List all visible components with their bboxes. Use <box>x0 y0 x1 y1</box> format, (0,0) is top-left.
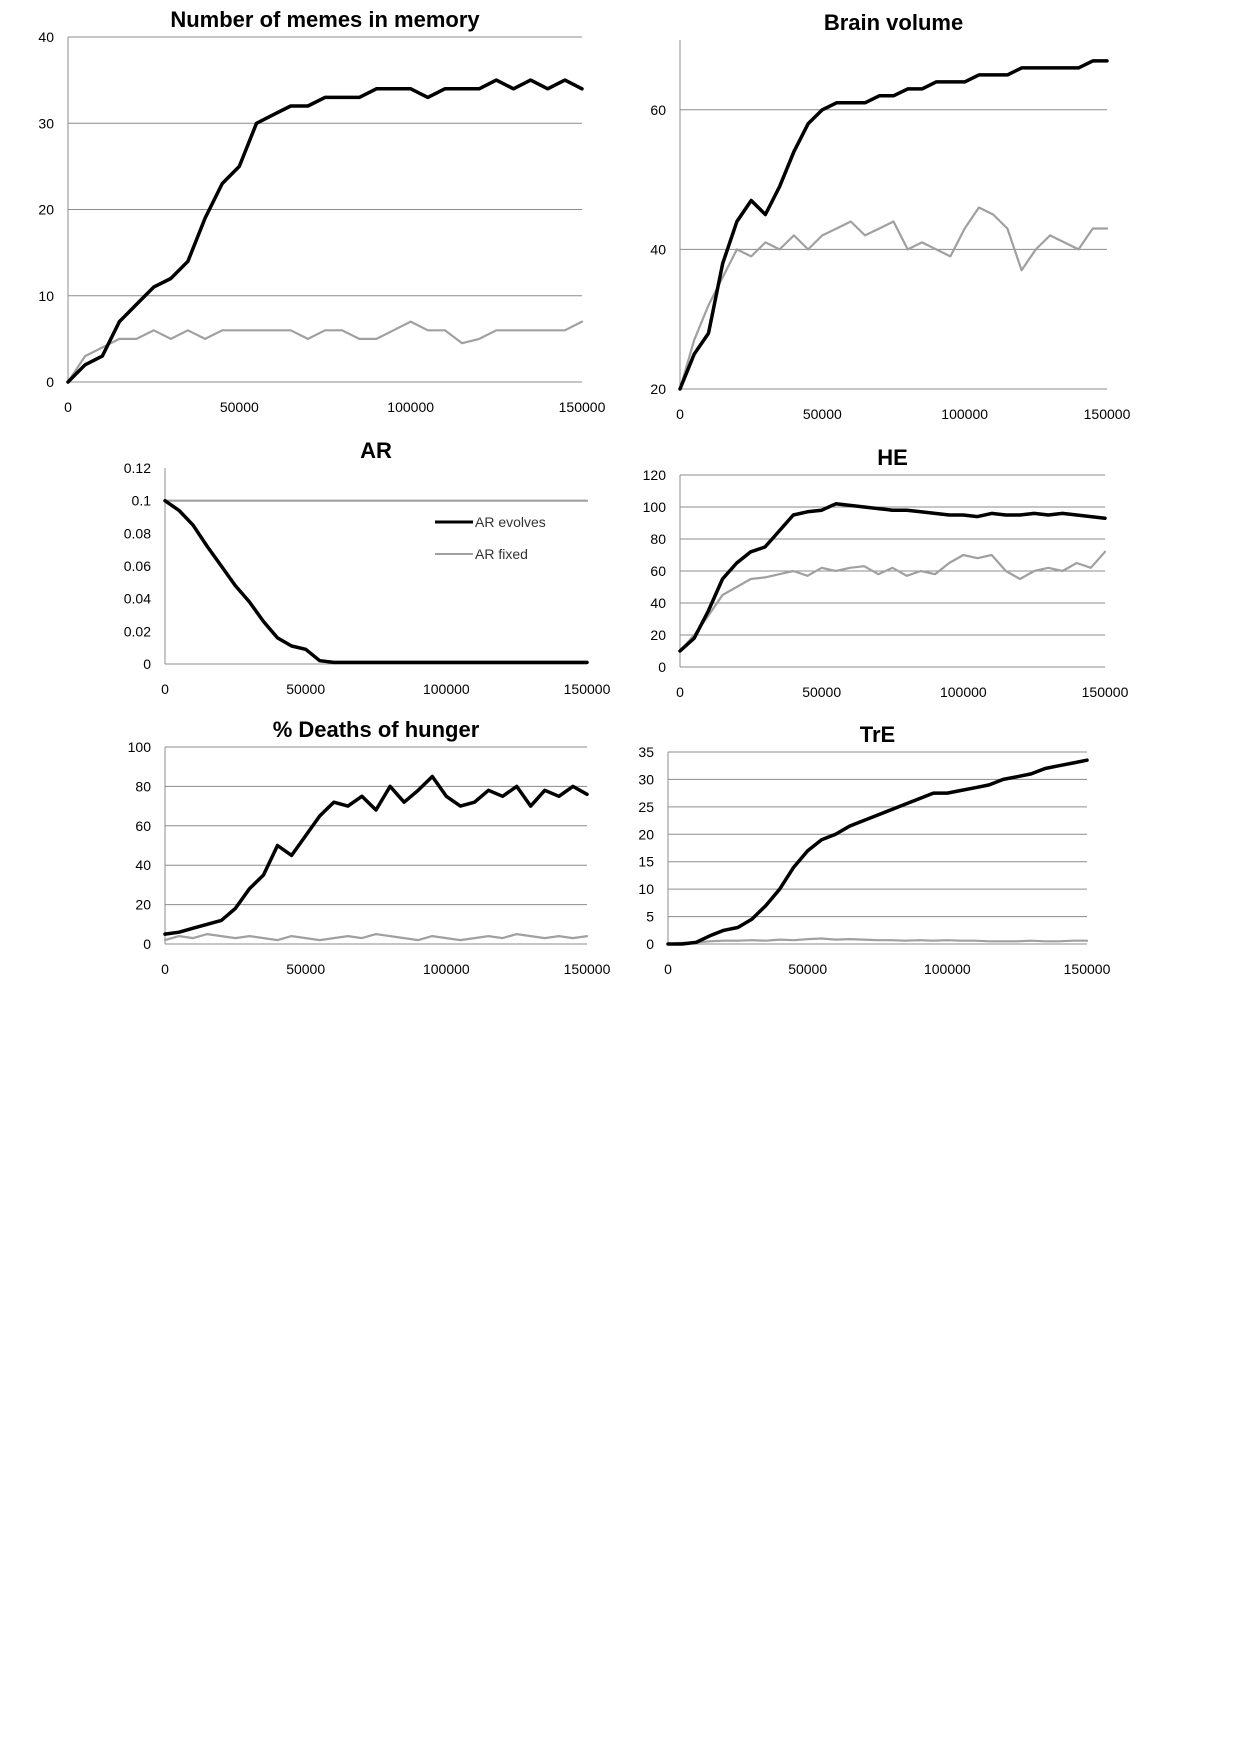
series-line-evolves <box>678 502 1107 653</box>
y-tick-label: 60 <box>650 102 666 118</box>
y-tick-label: 60 <box>650 563 666 579</box>
chart-ar: AR 0 0.02 0.04 0.06 0.08 0.1 0.12 0 50000 100000 15… <box>100 435 620 705</box>
x-tick-label: 150000 <box>564 961 611 977</box>
x-tick-label: 50000 <box>788 961 827 977</box>
y-tick-label: 25 <box>638 799 654 815</box>
y-tick-label: 60 <box>135 818 151 834</box>
y-tick-label: 20 <box>650 381 666 397</box>
y-tick-label: 0 <box>143 656 151 672</box>
y-tick-label: 5 <box>646 909 654 925</box>
series-line-evolves <box>163 498 589 665</box>
x-tick-label: 150000 <box>564 681 611 697</box>
x-tick-label: 50000 <box>802 684 841 700</box>
x-tick-label: 0 <box>161 681 169 697</box>
series-line-fixed <box>678 206 1109 391</box>
y-tick-label: 0.12 <box>124 460 151 476</box>
y-tick-label: 0.1 <box>132 493 152 509</box>
y-tick-label: 100 <box>643 499 667 515</box>
chart-ar-svg: AR 0 0.02 0.04 0.06 0.08 0.1 0.12 0 50000 100000 15… <box>124 438 611 697</box>
series-line-fixed <box>666 937 1089 946</box>
x-tick-label: 0 <box>161 961 169 977</box>
x-tick-label: 0 <box>676 406 684 422</box>
x-tick-label: 150000 <box>1082 684 1129 700</box>
y-tick-label: 40 <box>38 29 54 45</box>
y-tick-label: 0 <box>143 936 151 952</box>
x-tick-label: 50000 <box>803 406 842 422</box>
x-tick-label: 100000 <box>423 961 470 977</box>
y-tick-label: 0 <box>646 936 654 952</box>
series-line-fixed <box>163 932 589 942</box>
chart-he-svg: HE 0 20 40 60 80 100 120 0 50000 100000 150000 <box>643 445 1129 700</box>
chart-deaths-hunger: % Deaths of hunger 0 20 40 60 80 100 0 50000 1000… <box>100 715 620 990</box>
chart-memes-svg: Number of memes in memory 0 10 20 30 40 0 50000… <box>38 7 606 415</box>
chart-title: AR <box>360 438 392 463</box>
y-tick-label: 0 <box>46 374 54 390</box>
y-tick-label: 20 <box>135 897 151 913</box>
y-tick-label: 120 <box>643 467 667 483</box>
x-tick-label: 50000 <box>220 399 259 415</box>
series-line-evolves <box>163 774 589 936</box>
y-tick-label: 0 <box>658 659 666 675</box>
x-tick-label: 0 <box>664 961 672 977</box>
y-tick-label: 40 <box>650 241 666 257</box>
chart-tre-svg: TrE 0 5 10 15 20 25 30 35 0 50000 100000 150000 <box>638 722 1111 977</box>
y-tick-label: 20 <box>638 826 654 842</box>
series-line-fixed <box>66 320 584 384</box>
chart-title: TrE <box>860 722 895 747</box>
series-line-fixed <box>678 550 1107 653</box>
y-tick-label: 0.04 <box>124 591 151 607</box>
x-tick-label: 50000 <box>286 681 325 697</box>
chart-deaths-hunger-svg: % Deaths of hunger 0 20 40 60 80 100 0 50000 1000… <box>128 717 611 977</box>
legend-label: AR evolves <box>475 514 546 530</box>
x-tick-label: 50000 <box>286 961 325 977</box>
chart-title: HE <box>877 445 908 470</box>
x-tick-label: 0 <box>676 684 684 700</box>
y-tick-label: 15 <box>638 854 654 870</box>
chart-tre: TrE 0 5 10 15 20 25 30 35 0 50000 100000 150000 <box>630 715 1150 990</box>
y-tick-label: 0.08 <box>124 525 151 541</box>
y-tick-label: 0.02 <box>124 623 151 639</box>
chart-title: Number of memes in memory <box>170 7 480 32</box>
x-tick-label: 100000 <box>387 399 434 415</box>
series-line-evolves <box>678 59 1109 391</box>
x-tick-label: 0 <box>64 399 72 415</box>
y-tick-label: 80 <box>135 778 151 794</box>
chart-brain-volume: Brain volume 20 40 60 0 50000 100000 150000 <box>630 10 1150 435</box>
x-tick-label: 100000 <box>941 406 988 422</box>
chart-title: Brain volume <box>824 10 963 35</box>
y-tick-label: 40 <box>650 595 666 611</box>
y-tick-label: 10 <box>638 881 654 897</box>
x-tick-label: 150000 <box>1084 406 1131 422</box>
y-tick-label: 80 <box>650 531 666 547</box>
x-tick-label: 100000 <box>924 961 971 977</box>
chart-brain-volume-svg: Brain volume 20 40 60 0 50000 100000 150000 <box>650 10 1131 422</box>
y-tick-label: 100 <box>128 739 152 755</box>
y-tick-label: 0.06 <box>124 558 151 574</box>
series-line-evolves <box>666 758 1089 946</box>
x-tick-label: 100000 <box>940 684 987 700</box>
x-tick-label: 100000 <box>423 681 470 697</box>
chart-he: HE 0 20 40 60 80 100 120 0 50000 100000 150000 <box>630 440 1150 715</box>
y-tick-label: 30 <box>638 771 654 787</box>
x-tick-label: 150000 <box>559 399 606 415</box>
chart-title: % Deaths of hunger <box>273 717 480 742</box>
series-line-evolves <box>66 78 584 384</box>
y-tick-label: 40 <box>135 857 151 873</box>
x-tick-label: 150000 <box>1064 961 1111 977</box>
y-tick-label: 35 <box>638 744 654 760</box>
legend-label: AR fixed <box>475 546 528 562</box>
y-tick-label: 20 <box>650 627 666 643</box>
y-tick-label: 10 <box>38 288 54 304</box>
y-tick-label: 20 <box>38 202 54 218</box>
y-tick-label: 30 <box>38 115 54 131</box>
chart-memes: Number of memes in memory 0 10 20 30 40 0 50000… <box>38 7 620 430</box>
